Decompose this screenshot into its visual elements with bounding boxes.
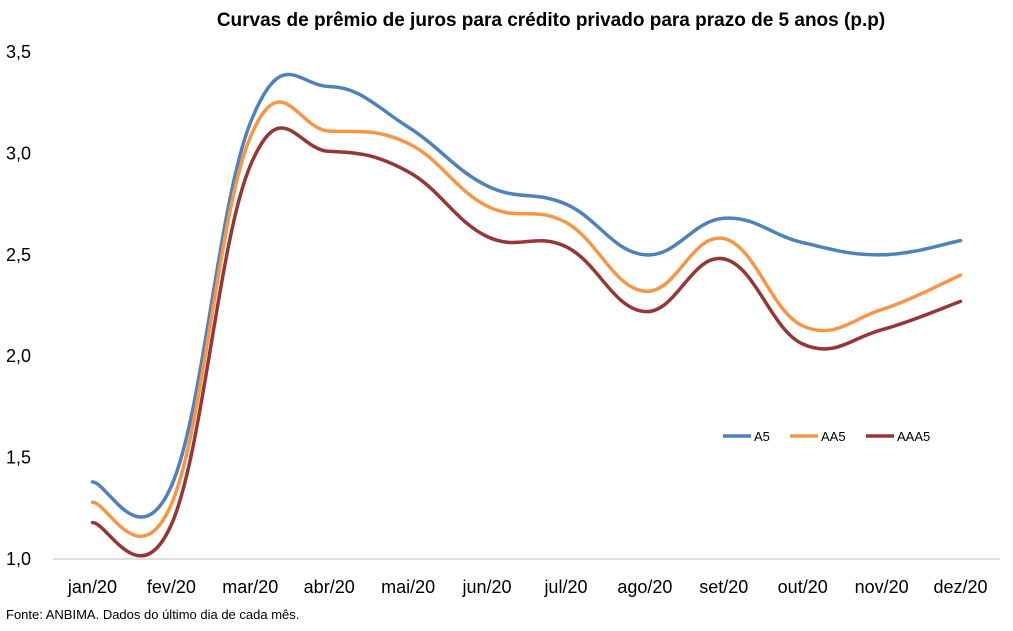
chart-title: Curvas de prêmio de juros para crédito p… xyxy=(217,10,885,31)
y-axis-ticks: 1,0 1,5 2,0 2,5 3,0 3,5 xyxy=(6,42,31,569)
x-tick-label: jan/20 xyxy=(67,577,117,597)
legend-label-a5: A5 xyxy=(754,429,770,444)
x-tick-label: ago/20 xyxy=(617,577,672,597)
y-tick-label: 2,0 xyxy=(6,346,31,366)
y-tick-label: 2,5 xyxy=(6,245,31,265)
series-line-aaa5 xyxy=(90,126,963,558)
x-tick-label: nov/20 xyxy=(855,577,909,597)
x-tick-label: out/20 xyxy=(778,577,828,597)
series-lines xyxy=(90,72,963,558)
x-tick-label: mai/20 xyxy=(381,577,435,597)
source-note: Fonte: ANBIMA. Dados do último dia de ca… xyxy=(6,607,299,622)
x-tick-label: jul/20 xyxy=(543,577,587,597)
series-line-aa5 xyxy=(90,100,963,538)
x-tick-label: jun/20 xyxy=(462,577,512,597)
x-tick-label: abr/20 xyxy=(304,577,355,597)
legend: A5 AA5 AAA5 xyxy=(723,429,930,444)
x-tick-label: mar/20 xyxy=(222,577,278,597)
x-tick-label: fev/20 xyxy=(147,577,196,597)
y-tick-label: 3,0 xyxy=(6,143,31,163)
legend-label-aaa5: AAA5 xyxy=(897,429,930,444)
y-tick-label: 1,0 xyxy=(6,549,31,569)
x-axis-ticks: jan/20 fev/20 mar/20 abr/20 mai/20 jun/20 jul/… xyxy=(67,577,988,597)
y-tick-label: 3,5 xyxy=(6,42,31,62)
series-line-a5 xyxy=(90,72,963,519)
x-tick-label: set/20 xyxy=(699,577,748,597)
legend-label-aa5: AA5 xyxy=(821,429,846,444)
x-tick-label: dez/20 xyxy=(934,577,988,597)
y-tick-label: 1,5 xyxy=(6,448,31,468)
